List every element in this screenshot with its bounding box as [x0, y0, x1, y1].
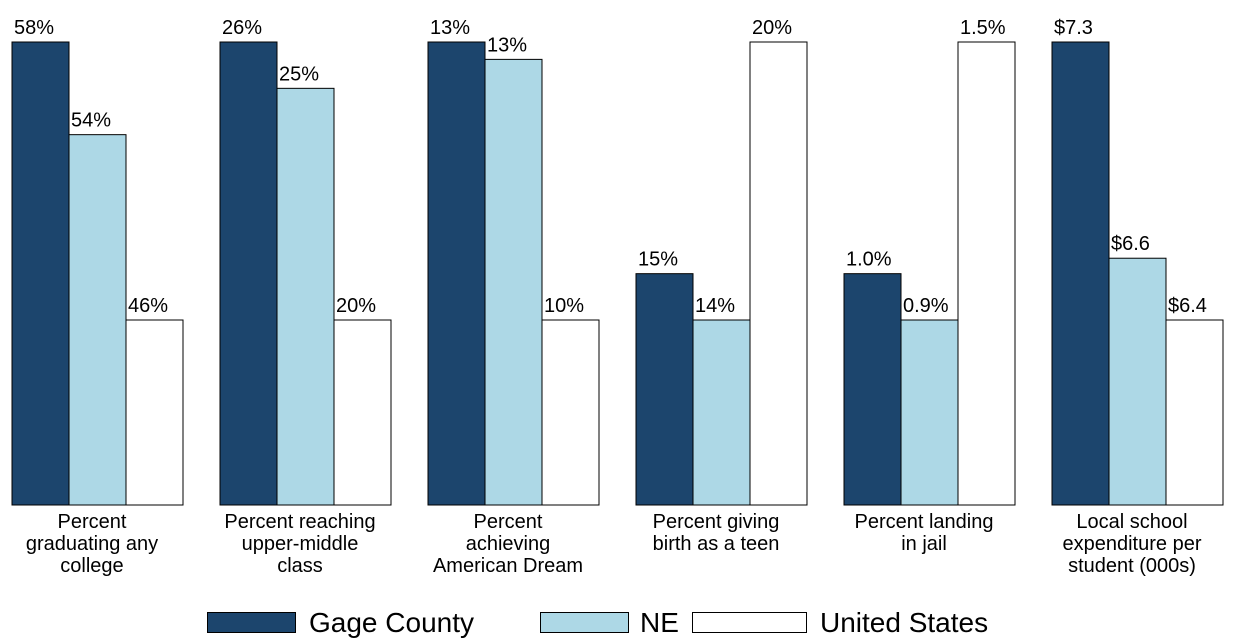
value-label: 13% — [430, 17, 470, 39]
legend-swatch — [207, 612, 296, 633]
value-label: 58% — [14, 17, 54, 39]
category-label: Percent graduating any college — [25, 511, 159, 577]
bar — [1051, 41, 1110, 506]
legend-label: United States — [820, 607, 988, 638]
legend-label: Gage County — [309, 607, 474, 638]
category-label: Percent reaching upper-middle class — [224, 511, 376, 577]
bar — [11, 41, 70, 506]
value-label: 46% — [128, 295, 168, 317]
value-label: 10% — [544, 295, 584, 317]
value-label: 1.5% — [960, 17, 1006, 39]
category-label: Percent achieving American Dream — [432, 511, 584, 577]
value-label: 15% — [638, 249, 678, 271]
value-label: 1.0% — [846, 249, 892, 271]
value-label: 13% — [487, 34, 527, 56]
bar — [1108, 257, 1167, 506]
value-label: 54% — [71, 110, 111, 132]
value-label: 20% — [336, 295, 376, 317]
bar — [219, 41, 278, 506]
bar — [333, 319, 392, 506]
bar — [427, 41, 486, 506]
legend-label: NE — [640, 607, 679, 638]
value-label: 14% — [695, 295, 735, 317]
category-label: Percent giving birth as a teen — [652, 511, 780, 555]
value-label: 25% — [279, 63, 319, 85]
value-label: 26% — [222, 17, 262, 39]
value-label: 0.9% — [903, 295, 949, 317]
bar — [692, 319, 751, 506]
legend-swatch — [692, 612, 807, 633]
category-label: Percent landing in jail — [854, 511, 994, 555]
bar — [68, 134, 127, 506]
bar — [541, 319, 600, 506]
category-label: Local school expenditure per student (00… — [1062, 511, 1202, 577]
value-label: 20% — [752, 17, 792, 39]
bar — [484, 58, 543, 506]
value-label: $6.4 — [1168, 295, 1207, 317]
value-label: $7.3 — [1054, 17, 1093, 39]
legend-swatch — [540, 612, 629, 633]
bar — [276, 87, 335, 506]
value-label: $6.6 — [1111, 233, 1150, 255]
bar — [957, 41, 1016, 506]
bar — [843, 273, 902, 506]
bar — [1165, 319, 1224, 506]
bar — [749, 41, 808, 506]
bar — [900, 319, 959, 506]
bar — [635, 273, 694, 506]
bar — [125, 319, 184, 506]
